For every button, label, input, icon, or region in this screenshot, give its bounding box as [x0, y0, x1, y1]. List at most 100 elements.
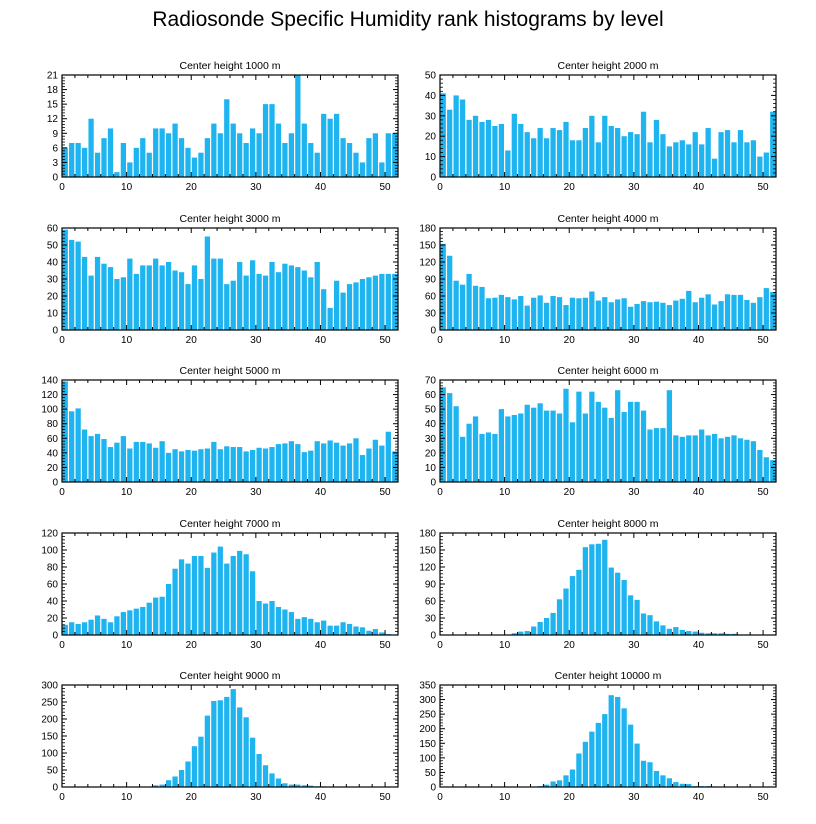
histogram-bar — [498, 294, 505, 330]
y-tick-label: 0 — [430, 326, 436, 337]
histogram-bar — [237, 447, 243, 482]
histogram-bar — [185, 761, 191, 787]
y-tick-label: 60 — [425, 292, 437, 303]
histogram-bar — [191, 157, 198, 177]
y-tick-label: 120 — [41, 529, 58, 540]
y-tick-label: 200 — [41, 715, 58, 726]
x-tick-label: 40 — [315, 182, 327, 193]
histogram-panel: Center height 3000 m 0 10 20 30 40 50 0 10 20 30 40… — [47, 213, 399, 346]
histogram-bar — [686, 784, 692, 787]
histogram-bar — [686, 290, 692, 330]
histogram-bar — [718, 633, 724, 635]
histogram-bar — [94, 615, 101, 635]
y-tick-label: 20 — [425, 132, 437, 143]
y-tick-label: 6 — [52, 143, 58, 154]
histogram-bar — [217, 700, 223, 787]
histogram-bar — [569, 140, 576, 177]
histogram-bar — [479, 433, 485, 482]
histogram-bar — [627, 595, 634, 635]
x-tick-label: 30 — [628, 335, 640, 346]
histogram-bar — [627, 306, 634, 330]
x-tick-label: 0 — [437, 335, 443, 346]
histogram-bar — [94, 152, 101, 177]
histogram-bar — [301, 270, 307, 330]
x-tick-label: 10 — [121, 182, 133, 193]
histogram-bar — [101, 138, 107, 177]
x-tick-label: 50 — [758, 792, 770, 803]
histogram-bar — [178, 451, 185, 482]
histogram-bar — [705, 294, 711, 330]
histogram-bar — [595, 722, 601, 787]
histogram-bar — [576, 753, 582, 787]
histogram-bar — [531, 407, 537, 482]
histogram-bar — [243, 717, 249, 787]
histogram-bar — [237, 133, 243, 177]
histogram-bar — [217, 133, 223, 177]
histogram-bar — [679, 629, 685, 635]
histogram-bar — [107, 267, 114, 330]
histogram-bar — [699, 297, 705, 330]
x-tick-label: 0 — [59, 182, 65, 193]
y-tick-label: 10 — [425, 152, 437, 163]
y-tick-label: 50 — [47, 241, 59, 252]
histogram-bar — [243, 143, 249, 177]
x-tick-label: 30 — [250, 335, 262, 346]
histogram-bar — [634, 134, 640, 177]
x-tick-label: 20 — [564, 487, 576, 498]
histogram-bar — [295, 75, 301, 177]
x-tick-label: 40 — [693, 640, 705, 651]
y-tick-label: 30 — [47, 275, 59, 286]
histogram-bar — [472, 285, 479, 330]
histogram-bar — [679, 783, 685, 787]
histogram-bar — [366, 138, 372, 177]
histogram-bar — [353, 152, 359, 177]
histogram-bar — [127, 258, 133, 330]
histogram-bar — [757, 297, 763, 330]
histogram-bar — [718, 438, 724, 482]
histogram-bar — [602, 539, 608, 635]
histogram-bar — [75, 143, 81, 177]
histogram-bar — [101, 439, 107, 482]
histogram-bar — [492, 297, 498, 330]
histogram-bar — [165, 262, 172, 330]
histogram-bar — [589, 391, 595, 482]
histogram-bar — [62, 381, 68, 482]
histogram-bar — [262, 603, 269, 635]
histogram-bar — [518, 123, 524, 177]
histogram-bar — [647, 142, 653, 177]
histogram-bar — [327, 118, 333, 177]
histogram-bar — [556, 413, 563, 482]
histogram-bar — [262, 765, 269, 787]
histogram-bar — [550, 128, 556, 177]
histogram-panel: Center height 8000 m 0 10 20 30 40 50 0 30 60 90 12… — [419, 518, 777, 651]
histogram-bar — [569, 576, 576, 635]
histogram-bar — [731, 142, 737, 177]
histogram-bar — [275, 444, 282, 482]
histogram-bar — [359, 279, 366, 330]
histogram-bar — [275, 606, 282, 635]
histogram-bar — [366, 448, 372, 482]
x-tick-label: 50 — [380, 182, 392, 193]
x-tick-label: 0 — [59, 487, 65, 498]
histogram-bar — [140, 265, 146, 330]
y-tick-label: 40 — [47, 597, 59, 608]
histogram-bar — [763, 288, 769, 330]
histogram-bar — [211, 700, 217, 787]
y-tick-label: 10 — [47, 309, 59, 320]
histogram-bar — [107, 622, 114, 635]
panel-title: Center height 4000 m — [558, 213, 659, 225]
histogram-bar — [660, 625, 666, 635]
histogram-bar — [440, 243, 446, 330]
plot-frame — [439, 684, 777, 788]
histogram-bar — [153, 258, 159, 330]
histogram-bar — [243, 275, 249, 330]
histogram-panel: Center height 4000 m 0 10 20 30 40 50 0 30 60 90 12… — [419, 213, 777, 346]
histogram-bar — [440, 387, 446, 482]
histogram-bar — [582, 297, 589, 330]
x-tick-label: 40 — [315, 640, 327, 651]
histogram-bar — [75, 623, 81, 635]
histogram-bar — [757, 156, 763, 177]
histogram-bar — [198, 152, 204, 177]
x-tick-label: 20 — [186, 335, 198, 346]
histogram-bar — [595, 543, 601, 635]
